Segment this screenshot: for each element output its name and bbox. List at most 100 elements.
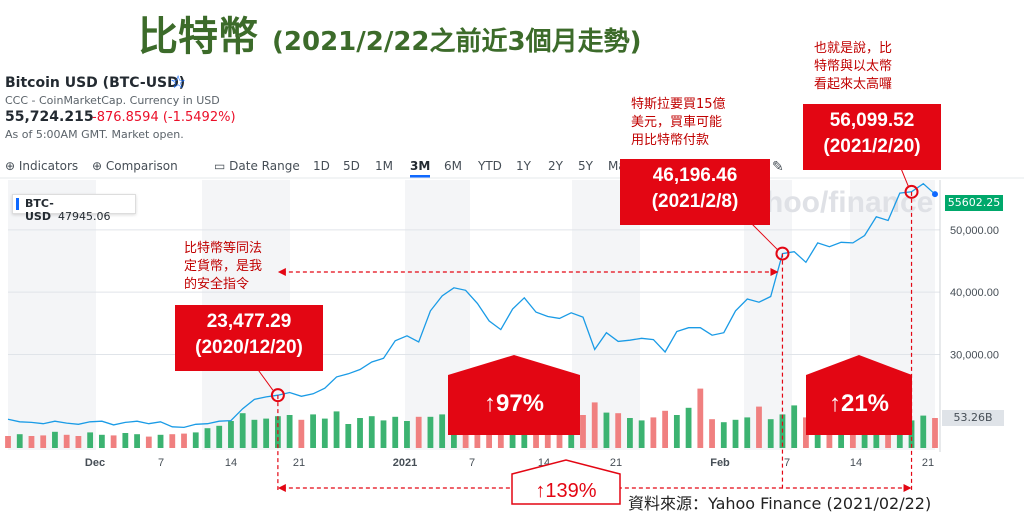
ticker-meta: CCC - CoinMarketCap. Currency in USD bbox=[5, 94, 220, 107]
note-3-line: 特幣與以太幣 bbox=[814, 59, 893, 74]
volume-bar bbox=[720, 422, 727, 448]
callout-box-3: 56,099.52 (2021/2/20) bbox=[803, 104, 941, 170]
callout-box-2: 46,196.46 (2021/2/8) bbox=[620, 159, 770, 225]
volume-bar bbox=[181, 433, 187, 448]
last-price-tag: 55602.25 bbox=[945, 195, 1003, 211]
plus-circle-icon: ⊕ bbox=[92, 159, 103, 173]
volume-bar bbox=[169, 434, 176, 448]
volume-bar bbox=[404, 421, 410, 448]
callout-2-date: (2021/2/8) bbox=[651, 191, 739, 212]
note-1-line: 的安全指令 bbox=[184, 277, 250, 292]
x-tick-label: 7 bbox=[784, 457, 790, 469]
pct-badge-21-shape bbox=[806, 355, 912, 435]
arrowhead bbox=[770, 268, 779, 276]
volume-bar bbox=[368, 416, 375, 448]
volume-bar bbox=[192, 432, 199, 448]
pct-badge-21: ↑21% bbox=[806, 355, 912, 435]
last-volume-tag: 53.26B bbox=[942, 410, 1004, 426]
volume-bar bbox=[591, 402, 598, 448]
volume-bar bbox=[791, 405, 798, 448]
date-range-button[interactable]: ▭ Date Range bbox=[214, 159, 300, 173]
volume-bar bbox=[427, 416, 434, 448]
arrowhead bbox=[277, 484, 286, 492]
volume-bar bbox=[650, 417, 657, 448]
series-tag-name: BTC-USD bbox=[25, 197, 54, 223]
volume-bar bbox=[87, 432, 94, 448]
price-line bbox=[7, 182, 936, 429]
volume-bar bbox=[615, 413, 622, 448]
indicators-button[interactable]: ⊕ Indicators bbox=[5, 159, 78, 173]
pct-badge-21-label: ↑21% bbox=[829, 390, 889, 417]
volume-bar bbox=[439, 414, 446, 448]
volume-bar bbox=[662, 410, 669, 448]
volume-bar bbox=[298, 419, 305, 448]
page-title: 比特幣 (2021/2/22之前近3個月走勢) bbox=[138, 4, 642, 62]
volume-bar bbox=[145, 436, 152, 448]
y-tick-label: 30,000.00 bbox=[950, 350, 999, 362]
note-1-line: 定貨幣，是我 bbox=[184, 259, 263, 274]
volume-bar bbox=[627, 418, 633, 448]
marker-dec20 bbox=[270, 388, 285, 403]
volume-bar bbox=[110, 435, 117, 448]
volume-bar bbox=[685, 407, 692, 448]
comparison-label: Comparison bbox=[105, 159, 178, 173]
chart-shade bbox=[572, 180, 640, 450]
range-button-ytd[interactable]: YTD bbox=[478, 159, 502, 173]
callout-1-value: 23,477.29 bbox=[206, 311, 292, 332]
volume-bar bbox=[732, 419, 739, 448]
finance-watermark: hoo/finance bbox=[765, 186, 933, 219]
volume-bar bbox=[122, 433, 129, 448]
volume-bar bbox=[803, 417, 809, 448]
volume-bar bbox=[321, 418, 328, 448]
as-of-text: As of 5:00AM GMT. Market open. bbox=[5, 128, 184, 141]
x-tick-label: 2021 bbox=[393, 457, 417, 469]
series-tag-value: 47945.06 bbox=[58, 210, 111, 223]
x-tick-label: 7 bbox=[469, 457, 475, 469]
pct-badge-97-shape bbox=[448, 355, 580, 435]
x-tick-label: 14 bbox=[850, 457, 862, 469]
volume-bar bbox=[16, 434, 23, 448]
volume-bar bbox=[697, 388, 704, 448]
pct-badge-139: ↑139% bbox=[511, 459, 621, 505]
range-button-6m[interactable]: 6M bbox=[444, 159, 462, 173]
callout-3-value: 56,099.52 bbox=[829, 110, 915, 131]
y-tick-label: 50,000.00 bbox=[950, 225, 999, 237]
volume-bar bbox=[63, 434, 70, 448]
volume-bar bbox=[286, 415, 293, 448]
star-icon[interactable]: ☆ bbox=[170, 72, 187, 93]
volume-bar bbox=[263, 418, 270, 448]
note-2: 特斯拉要買15億 美元，買車可能 用比特幣付款 bbox=[631, 96, 726, 150]
volume-bar bbox=[603, 412, 610, 448]
last-point-marker bbox=[932, 191, 938, 198]
note-2-line: 美元，買車可能 bbox=[631, 115, 723, 130]
volume-bar bbox=[638, 420, 645, 448]
range-button-1y[interactable]: 1Y bbox=[516, 159, 531, 173]
volume-bar bbox=[40, 435, 47, 448]
current-price: 55,724.215 bbox=[5, 109, 94, 125]
date-range-label: Date Range bbox=[229, 159, 300, 173]
volume-bar bbox=[767, 419, 774, 448]
x-tick-label: Dec bbox=[85, 457, 105, 469]
range-button-3m[interactable]: 3M bbox=[410, 159, 431, 178]
comparison-button[interactable]: ⊕ Comparison bbox=[92, 159, 178, 173]
volume-bar bbox=[204, 428, 211, 448]
x-tick-label: 21 bbox=[293, 457, 305, 469]
price-change: -876.8594 (-1.5492%) bbox=[92, 110, 236, 125]
range-button-2y[interactable]: 2Y bbox=[548, 159, 563, 173]
volume-bar bbox=[580, 415, 586, 448]
range-button-1m[interactable]: 1M bbox=[375, 159, 393, 173]
volume-bar bbox=[744, 417, 751, 448]
volume-bar bbox=[157, 434, 164, 448]
arrowhead bbox=[903, 484, 912, 492]
range-button-5d[interactable]: 5D bbox=[343, 159, 360, 173]
indicators-label: Indicators bbox=[18, 159, 79, 173]
range-button-1d[interactable]: 1D bbox=[313, 159, 330, 173]
range-button-5y[interactable]: 5Y bbox=[578, 159, 593, 173]
volume-bar bbox=[134, 434, 140, 448]
note-2-line: 特斯拉要買15億 bbox=[631, 97, 726, 112]
pct-badge-139-shape bbox=[511, 459, 621, 505]
volume-bar bbox=[228, 421, 234, 448]
volume-bar bbox=[98, 434, 105, 448]
source-note: 資料來源：Yahoo Finance (2021/02/22) bbox=[628, 494, 932, 513]
x-tick-label: 14 bbox=[225, 457, 237, 469]
